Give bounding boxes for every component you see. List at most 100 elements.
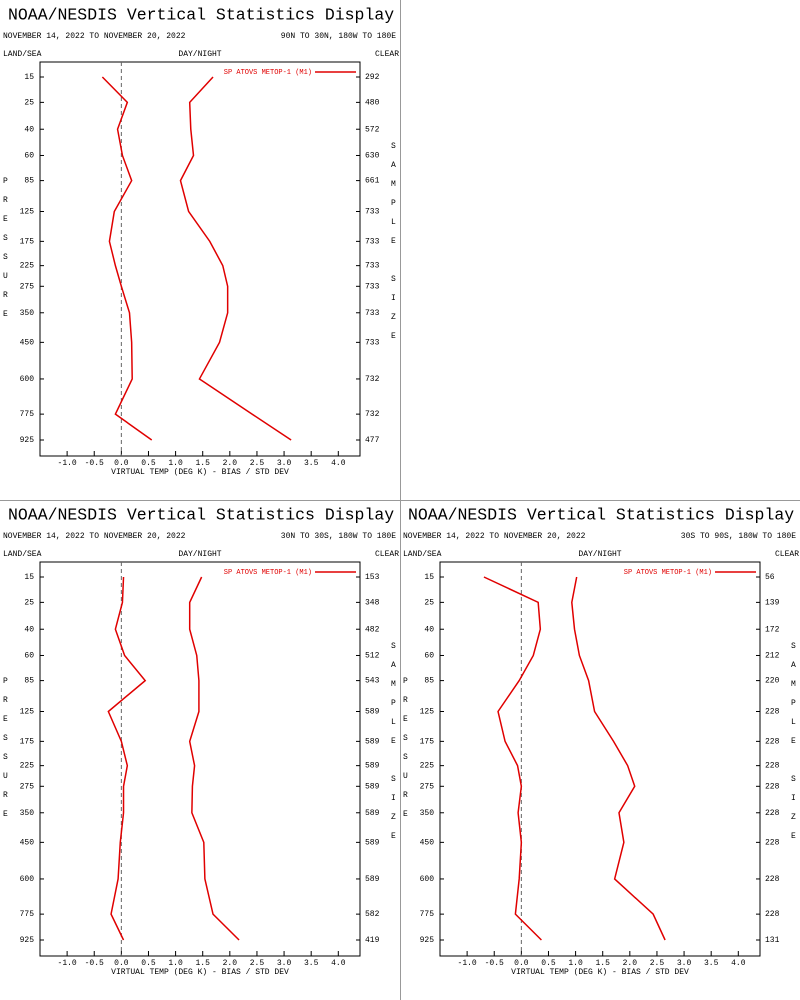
x-tick-label: 1.0 xyxy=(568,959,583,968)
sample-size: 292 xyxy=(365,73,380,82)
sample-size: 139 xyxy=(765,598,780,607)
x-tick-label: 0.0 xyxy=(114,959,129,968)
sample-size: 543 xyxy=(365,677,380,686)
sample-size: 589 xyxy=(365,708,380,717)
x-tick-label: 1.5 xyxy=(196,959,211,968)
x-axis-label: VIRTUAL TEMP (DEG K) - BIAS / STD DEV xyxy=(511,968,689,977)
land-sea: LAND/SEA xyxy=(403,550,442,559)
x-tick-label: 3.5 xyxy=(704,959,719,968)
y-tick-label: 125 xyxy=(20,208,35,217)
y-tick-label: 775 xyxy=(420,910,435,919)
y-tick-label: 175 xyxy=(420,737,435,746)
x-tick-label: 2.0 xyxy=(223,959,238,968)
panel: NOAA/NESDIS Vertical Statistics Display N… xyxy=(401,505,799,977)
x-tick-label: 3.0 xyxy=(277,459,292,468)
y-tick-label: 600 xyxy=(20,375,35,384)
sample-size: 482 xyxy=(365,625,380,634)
y-tick-label: 25 xyxy=(24,98,34,107)
x-tick-label: 3.5 xyxy=(304,959,319,968)
panel: NOAA/NESDIS Vertical Statistics Display N… xyxy=(1,505,399,977)
sample-size: 589 xyxy=(365,782,380,791)
y-tick-label: 450 xyxy=(420,838,435,847)
y-tick-label: 925 xyxy=(20,936,35,945)
y2-axis-label: SAMPLE SIZE xyxy=(789,642,798,851)
sample-size: 733 xyxy=(365,208,380,217)
y-tick-label: 85 xyxy=(24,177,34,186)
y-tick-label: 225 xyxy=(20,262,35,271)
day-night: DAY/NIGHT xyxy=(578,550,621,559)
x-tick-label: 4.0 xyxy=(731,959,746,968)
sample-size: 348 xyxy=(365,598,380,607)
x-tick-label: 2.5 xyxy=(250,459,265,468)
sample-size: 228 xyxy=(765,875,780,884)
series-line xyxy=(107,576,147,941)
sample-size: 480 xyxy=(365,98,380,107)
sample-size: 733 xyxy=(365,262,380,271)
sample-size: 419 xyxy=(365,936,380,945)
y-tick-label: 25 xyxy=(24,598,34,607)
y-tick-label: 275 xyxy=(20,282,35,291)
series-line xyxy=(179,76,292,441)
y-tick-label: 125 xyxy=(420,708,435,717)
sample-size: 732 xyxy=(365,375,380,384)
y-tick-label: 450 xyxy=(20,338,35,347)
sample-size: 589 xyxy=(365,809,380,818)
y-tick-label: 775 xyxy=(20,910,35,919)
region: 30S TO 90S, 180W TO 180E xyxy=(681,532,796,541)
sample-size: 153 xyxy=(365,573,380,582)
y-tick-label: 275 xyxy=(20,782,35,791)
y-tick-label: 40 xyxy=(24,625,34,634)
sample-size: 732 xyxy=(365,410,380,419)
series-line xyxy=(483,576,542,941)
chart-title: NOAA/NESDIS Vertical Statistics Display xyxy=(8,5,394,24)
sample-size: 661 xyxy=(365,177,380,186)
sample-size: 512 xyxy=(365,652,380,661)
x-tick-label: 1.0 xyxy=(168,959,183,968)
sky: CLEAR xyxy=(375,550,399,559)
y-axis-label: PRESSURE xyxy=(1,177,10,329)
sample-size: 131 xyxy=(765,936,780,945)
sample-size: 228 xyxy=(765,838,780,847)
plot-frame xyxy=(439,561,761,957)
x-tick-label: 0.5 xyxy=(141,959,156,968)
legend-label: SP ATOVS METOP-1 (M1) xyxy=(224,569,312,577)
x-tick-label: 2.0 xyxy=(623,959,638,968)
x-tick-label: 2.0 xyxy=(223,459,238,468)
sample-size: 589 xyxy=(365,838,380,847)
region: 90N TO 30N, 180W TO 180E xyxy=(281,32,396,41)
y-axis-label: PRESSURE xyxy=(1,677,10,829)
sample-size: 733 xyxy=(365,282,380,291)
x-tick-label: 0.0 xyxy=(114,459,129,468)
sample-size: 212 xyxy=(765,652,780,661)
legend-label: SP ATOVS METOP-1 (M1) xyxy=(624,569,712,577)
sample-size: 733 xyxy=(365,309,380,318)
sample-size: 220 xyxy=(765,677,780,686)
y-tick-label: 600 xyxy=(20,875,35,884)
region: 30N TO 30S, 180W TO 180E xyxy=(281,532,396,541)
x-tick-label: 0.0 xyxy=(514,959,529,968)
sample-size: 733 xyxy=(365,237,380,246)
x-tick-label: 4.0 xyxy=(331,959,346,968)
sky: CLEAR xyxy=(775,550,799,559)
y-tick-label: 175 xyxy=(20,737,35,746)
x-tick-label: -1.0 xyxy=(458,959,477,968)
land-sea: LAND/SEA xyxy=(3,550,42,559)
y-tick-label: 350 xyxy=(420,809,435,818)
x-tick-label: 1.5 xyxy=(196,459,211,468)
y-tick-label: 15 xyxy=(24,73,34,82)
y-tick-label: 275 xyxy=(420,782,435,791)
subtitle: NOVEMBER 14, 2022 TO NOVEMBER 20, 2022 xyxy=(3,32,186,41)
x-tick-label: 3.5 xyxy=(304,459,319,468)
y-tick-label: 60 xyxy=(24,152,34,161)
y-tick-label: 40 xyxy=(424,625,434,634)
x-tick-label: 1.0 xyxy=(168,459,183,468)
sample-size: 589 xyxy=(365,762,380,771)
sample-size: 477 xyxy=(365,436,380,445)
panel: NOAA/NESDIS Vertical Statistics Display N… xyxy=(1,5,399,477)
series-line xyxy=(188,576,240,941)
x-tick-label: 3.0 xyxy=(277,959,292,968)
sample-size: 56 xyxy=(765,573,775,582)
plot-frame xyxy=(39,61,361,457)
y-tick-label: 25 xyxy=(424,598,434,607)
y-tick-label: 350 xyxy=(20,309,35,318)
